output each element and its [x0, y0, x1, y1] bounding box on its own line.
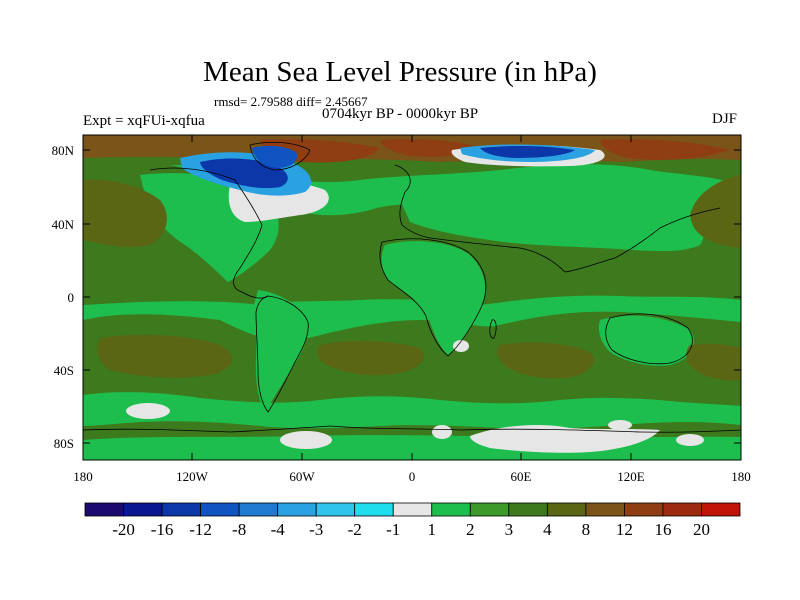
colorbar-label: -16 — [151, 520, 174, 539]
lat-label-eq: 0 — [68, 290, 75, 305]
lon-label-60e: 60E — [511, 469, 532, 484]
colorbar-label: -4 — [271, 520, 286, 539]
colorbar-box — [161, 502, 201, 517]
south-pacific-white-anomaly — [126, 403, 170, 419]
colorbar-box — [238, 502, 279, 517]
colorbar-box — [508, 502, 548, 517]
south-pacific-brown-anomaly — [97, 334, 233, 378]
lon-label-180-west: 180 — [73, 469, 93, 484]
colorbar-label: 16 — [654, 520, 671, 539]
colorbar-box — [624, 502, 664, 517]
lat-label-80n: 80N — [52, 143, 75, 158]
lon-label-120e: 120E — [617, 469, 645, 484]
lat-label-40n: 40N — [52, 217, 75, 232]
arctic-dark-brown-patch-far-east — [600, 139, 730, 160]
scandinavia-dark-blue-anomaly — [480, 145, 575, 158]
colorbar-box — [315, 502, 356, 517]
madagascar-coastline — [489, 319, 497, 339]
africa-green-area — [381, 241, 486, 355]
colorbar-box — [662, 502, 702, 517]
south-america-green-area — [254, 290, 308, 412]
lat-label-80s: 80S — [54, 436, 74, 451]
south-america-coastline — [255, 295, 309, 413]
lon-label-60w: 60W — [289, 469, 315, 484]
coastlines — [83, 141, 741, 433]
laurentide-dark-blue-anomaly — [200, 158, 288, 189]
colorbar-box — [277, 502, 317, 517]
north-pacific-brown-anomaly — [83, 179, 167, 248]
australia-green-area — [598, 315, 694, 366]
colorbar-box — [585, 502, 625, 517]
colorbar-label: 8 — [582, 520, 591, 539]
colorbar-label: -2 — [348, 520, 362, 539]
lon-label-120w: 120W — [176, 469, 209, 484]
north-america-coastline — [149, 167, 269, 299]
europe-coastline — [394, 164, 431, 239]
map-title: Mean Sea Level Pressure (in hPa) — [203, 56, 597, 88]
colorbar-label: 4 — [543, 520, 552, 539]
east-antarctica-white-anomaly — [470, 424, 660, 453]
colorbar-box — [123, 502, 163, 517]
colorbar-label: -12 — [189, 520, 212, 539]
eurasia-green-area — [400, 192, 704, 252]
colorbar-box — [354, 502, 394, 517]
colorbar-label: -20 — [112, 520, 135, 539]
antarctic-peninsula-white-anomaly — [280, 431, 332, 449]
latitude-axis — [83, 149, 741, 444]
season-label: DJF — [712, 111, 738, 127]
south-pacific-east-brown-anomaly — [686, 343, 741, 381]
colorbar-label: 1 — [428, 520, 437, 539]
pressure-field — [83, 135, 741, 460]
colorbar-label: -3 — [309, 520, 323, 539]
colorbar-box — [392, 502, 433, 517]
south-atlantic-brown-anomaly — [317, 340, 424, 376]
southern-green-band — [83, 392, 741, 429]
experiment-label: Expt = xqFUi-xqfua — [83, 113, 205, 129]
asia-coastline — [429, 207, 721, 273]
indian-ocean-brown-anomaly — [496, 342, 594, 379]
east-pacific-brown-anomaly — [690, 175, 741, 248]
greenland-blue-anomaly — [252, 145, 298, 168]
colorbar-label: 12 — [616, 520, 633, 539]
period-text: 0704kyr BP - 0000kyr BP — [322, 106, 479, 122]
colorbar-label: -1 — [386, 520, 400, 539]
colorbar-label: 20 — [693, 520, 710, 539]
antarctic-white-patch — [432, 425, 452, 439]
colorbar-box — [469, 502, 510, 517]
lon-label-180-east: 180 — [731, 469, 751, 484]
lat-label-40s: 40S — [54, 363, 74, 378]
africa-coastline — [379, 238, 487, 357]
colorbar-box — [701, 502, 741, 517]
colorbar-label: 2 — [466, 520, 475, 539]
antarctica-coastline — [83, 425, 741, 433]
longitude-axis — [191, 135, 632, 460]
colorbar-label: 3 — [505, 520, 514, 539]
greenland-coastline — [249, 141, 311, 171]
antarctic-white-patch-east — [676, 434, 704, 446]
colorbar-label: -8 — [232, 520, 246, 539]
antarctic-white-patch-far-east — [608, 420, 632, 430]
australia-coastline — [605, 313, 693, 365]
colorbar-box — [431, 502, 471, 517]
lon-label-0: 0 — [409, 469, 416, 484]
colorbar: -20 -16 -12 -8 -4 -3 -2 -1 1 2 3 4 8 12 16 20 — [84, 502, 741, 539]
tropical-green-band — [83, 295, 741, 341]
colorbar-box — [546, 502, 587, 517]
colorbar-box — [84, 502, 124, 517]
stats-text: rmsd= 2.79588 diff= 2.45667 — [214, 94, 368, 109]
colorbar-box — [200, 502, 240, 517]
southern-africa-white-anomaly — [453, 340, 469, 352]
